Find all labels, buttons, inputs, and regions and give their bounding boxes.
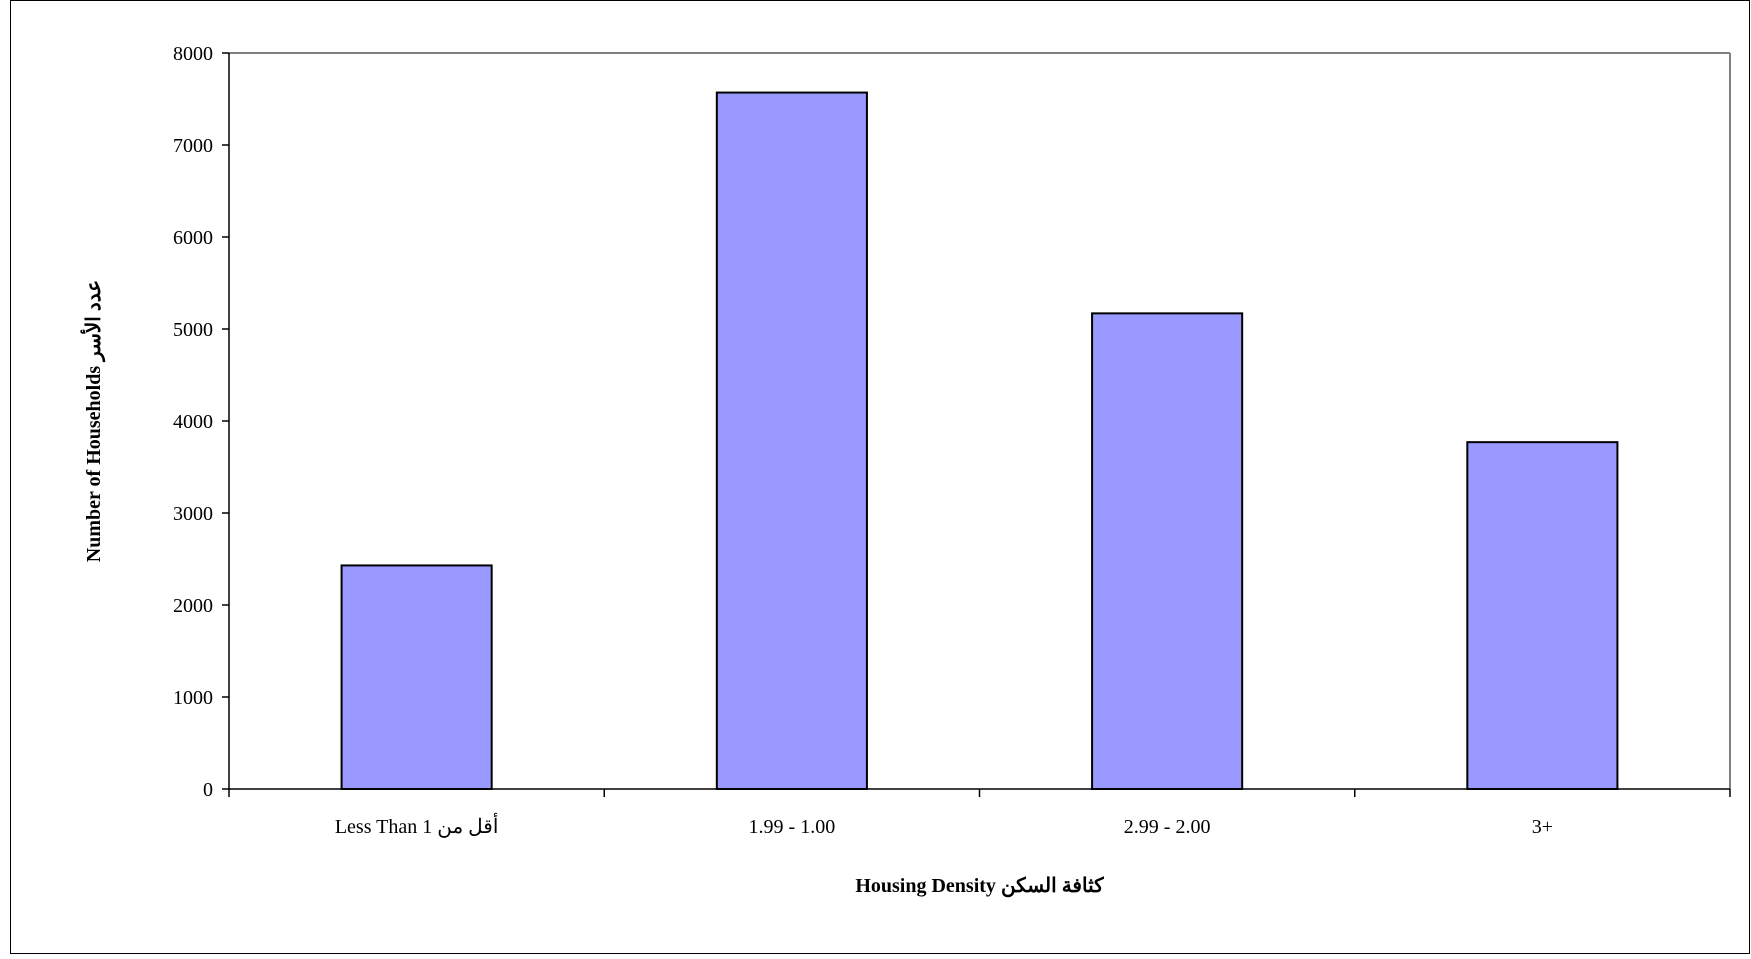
y-tick-label: 1000 bbox=[173, 687, 213, 709]
x-tick-label: 1.99 - 1.00 bbox=[749, 816, 836, 838]
x-tick-label: 3+ bbox=[1532, 816, 1553, 838]
x-axis-title: Housing Density كثافة السكن bbox=[855, 875, 1104, 898]
y-tick-label: 4000 bbox=[173, 411, 213, 433]
y-tick-label: 7000 bbox=[173, 135, 213, 157]
y-tick-label: 0 bbox=[203, 779, 213, 801]
bar bbox=[340, 564, 493, 790]
x-tick-label: 2.99 - 2.00 bbox=[1124, 816, 1211, 838]
x-tick-label: Less Than 1 أقل من bbox=[335, 812, 499, 838]
y-tick-label: 2000 bbox=[173, 595, 213, 617]
bar bbox=[1091, 312, 1244, 790]
y-axis-title: Number of Households عدد الأسر bbox=[80, 280, 106, 562]
y-tick-label: 5000 bbox=[173, 319, 213, 341]
bar bbox=[715, 91, 868, 790]
y-tick-label: 3000 bbox=[173, 503, 213, 525]
plot-area: 0 1000 2000 3000 4000 5000 6000 7000 8000 Less Th… bbox=[173, 43, 1731, 838]
y-tick-label: 8000 bbox=[173, 43, 213, 65]
outer-border bbox=[10, 0, 1750, 954]
y-tick-label: 6000 bbox=[173, 227, 213, 249]
bar bbox=[1466, 441, 1619, 790]
